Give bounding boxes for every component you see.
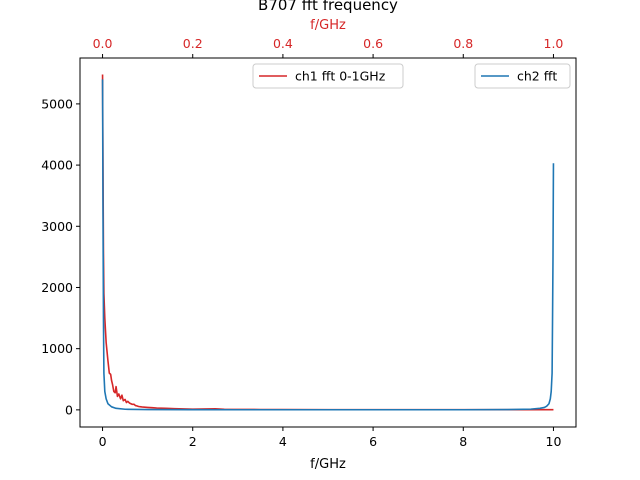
legend-ch2: ch2 fft — [474, 63, 571, 89]
top-x-tick-label: 1.0 — [544, 36, 564, 51]
series-line-ch2 — [101, 79, 555, 411]
top-x-axis-label: f/GHz — [310, 18, 346, 33]
x-axis-label: f/GHz — [310, 457, 346, 472]
chart-title: B707 fft frequency — [258, 0, 398, 14]
top-x-tick-label: 0.0 — [93, 36, 113, 51]
x-tick-label: 8 — [459, 434, 467, 449]
x-tick-label: 0 — [99, 434, 107, 449]
y-tick-label: 1000 — [41, 341, 73, 356]
y-tick-label: 5000 — [41, 96, 73, 111]
legend-label: ch2 fft — [517, 69, 557, 84]
top-x-tick-label: 0.2 — [183, 36, 203, 51]
legend-box — [252, 63, 404, 89]
legend-box — [474, 63, 571, 89]
plot-background — [80, 58, 576, 427]
y-tick-label: 0 — [65, 402, 73, 417]
top-x-tick-label: 0.4 — [273, 36, 293, 51]
top-x-tick-label: 0.6 — [363, 36, 383, 51]
x-tick-label: 4 — [279, 434, 287, 449]
plot-frame — [79, 57, 577, 428]
top-x-tick-label: 0.8 — [453, 36, 473, 51]
legend-ch1: ch1 fft 0-1GHz — [252, 63, 404, 89]
y-tick-label: 4000 — [41, 158, 73, 173]
y-tick-label: 2000 — [41, 280, 73, 295]
x-tick-label: 6 — [369, 434, 377, 449]
y-tick-label: 3000 — [41, 219, 73, 234]
legend-label: ch1 fft 0-1GHz — [295, 69, 386, 84]
x-tick-label: 10 — [546, 434, 562, 449]
plot-area: 0 2 4 6 8 10 0.0 0.2 0.4 0.6 0.8 1.0 0 1000 2000 3000 40… — [41, 36, 577, 449]
x-tick-label: 2 — [189, 434, 197, 449]
